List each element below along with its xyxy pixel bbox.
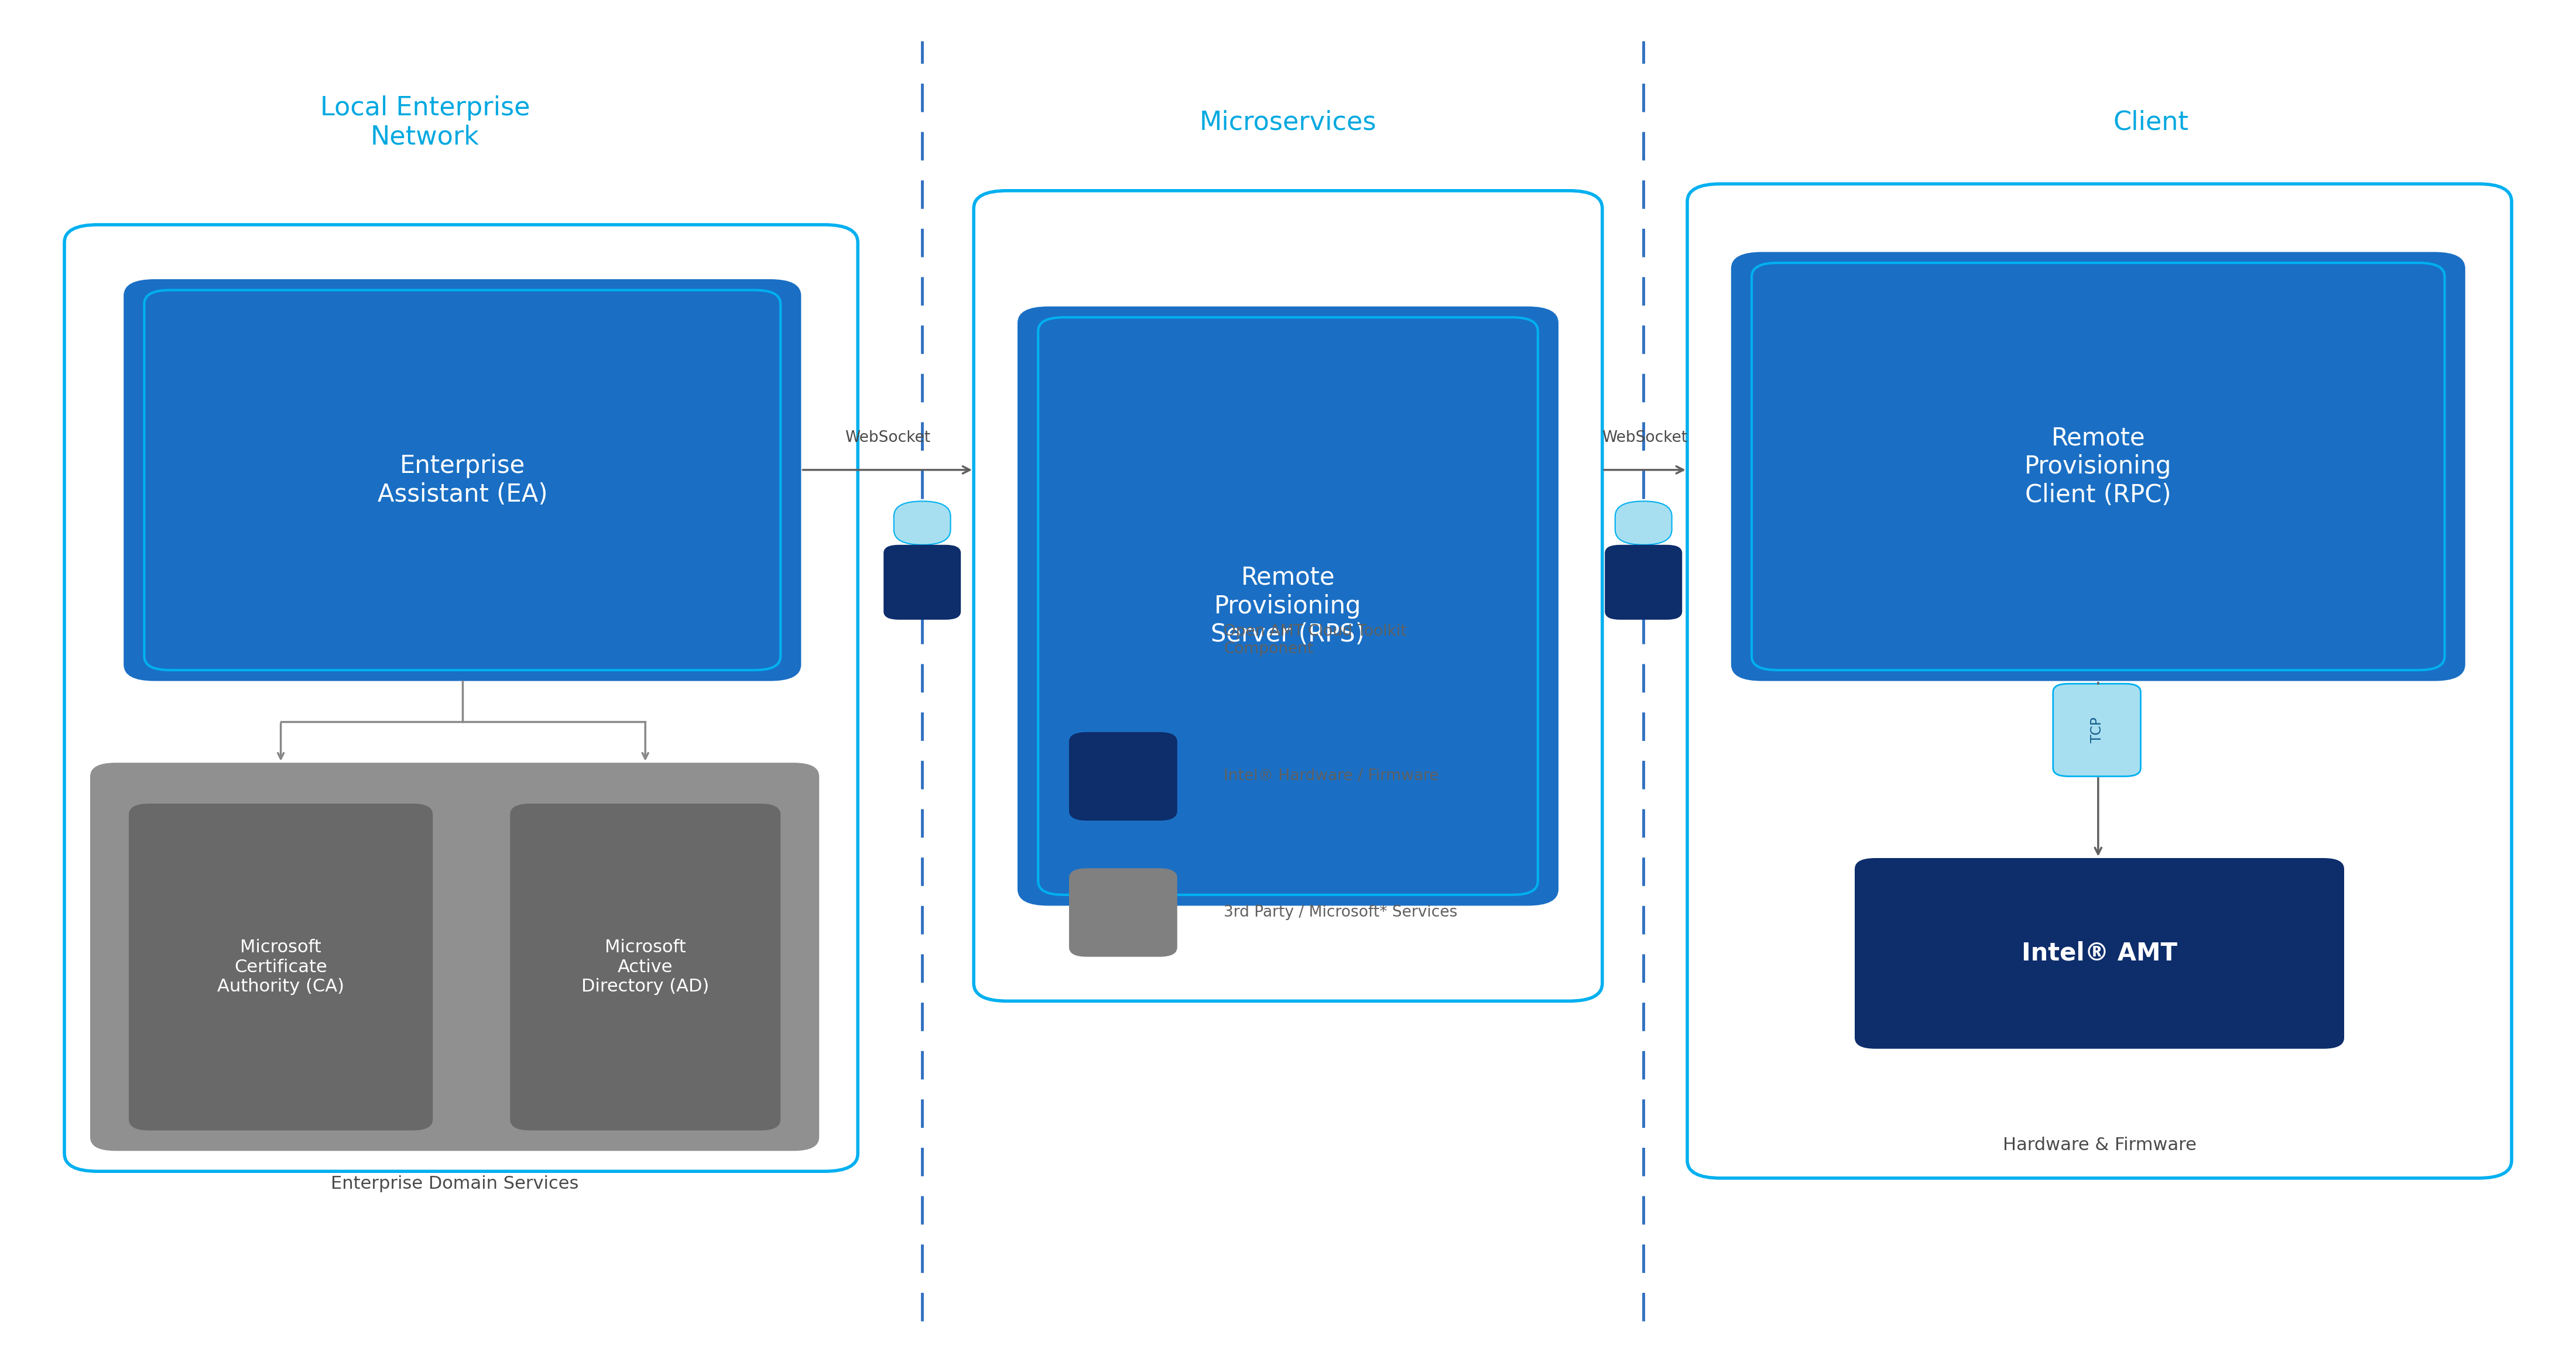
FancyBboxPatch shape bbox=[894, 501, 951, 545]
Text: 3rd Party / Microsoft* Services: 3rd Party / Microsoft* Services bbox=[1224, 904, 1458, 921]
Text: WebSocket: WebSocket bbox=[1602, 430, 1687, 445]
Text: Local Enterprise
Network: Local Enterprise Network bbox=[319, 95, 531, 150]
Text: TCP: TCP bbox=[2089, 718, 2105, 742]
FancyBboxPatch shape bbox=[974, 191, 1602, 1001]
FancyBboxPatch shape bbox=[1687, 184, 2512, 1178]
Text: Enterprise Domain Services: Enterprise Domain Services bbox=[330, 1175, 580, 1192]
Text: Microsoft
Active
Directory (AD): Microsoft Active Directory (AD) bbox=[582, 938, 708, 996]
FancyBboxPatch shape bbox=[1069, 731, 1177, 820]
FancyBboxPatch shape bbox=[1605, 545, 1682, 620]
FancyBboxPatch shape bbox=[124, 279, 801, 681]
FancyBboxPatch shape bbox=[64, 225, 858, 1171]
FancyBboxPatch shape bbox=[2053, 684, 2141, 776]
FancyBboxPatch shape bbox=[1069, 869, 1177, 956]
Text: Microservices: Microservices bbox=[1200, 110, 1376, 135]
FancyBboxPatch shape bbox=[129, 804, 433, 1130]
FancyBboxPatch shape bbox=[1855, 858, 2344, 1049]
Text: Remote
Provisioning
Server (RPS): Remote Provisioning Server (RPS) bbox=[1211, 565, 1365, 647]
FancyBboxPatch shape bbox=[884, 545, 961, 620]
FancyBboxPatch shape bbox=[90, 763, 819, 1151]
Text: WebSocket: WebSocket bbox=[845, 430, 930, 445]
FancyBboxPatch shape bbox=[1615, 501, 1672, 545]
FancyBboxPatch shape bbox=[1018, 306, 1558, 906]
Text: Intel® Hardware / Firmware: Intel® Hardware / Firmware bbox=[1224, 768, 1440, 785]
FancyBboxPatch shape bbox=[1731, 252, 2465, 681]
Text: Enterprise
Assistant (EA): Enterprise Assistant (EA) bbox=[376, 454, 549, 507]
Text: Client: Client bbox=[2112, 110, 2190, 135]
Text: Intel® AMT: Intel® AMT bbox=[2022, 941, 2177, 966]
FancyBboxPatch shape bbox=[510, 804, 781, 1130]
Text: Microsoft
Certificate
Authority (CA): Microsoft Certificate Authority (CA) bbox=[216, 938, 345, 996]
Text: Open AMT Cloud Toolkit
Component: Open AMT Cloud Toolkit Component bbox=[1224, 624, 1406, 656]
Text: Hardware & Firmware: Hardware & Firmware bbox=[2002, 1137, 2197, 1154]
Text: Remote
Provisioning
Client (RPC): Remote Provisioning Client (RPC) bbox=[2025, 426, 2172, 507]
FancyBboxPatch shape bbox=[1069, 597, 1177, 684]
